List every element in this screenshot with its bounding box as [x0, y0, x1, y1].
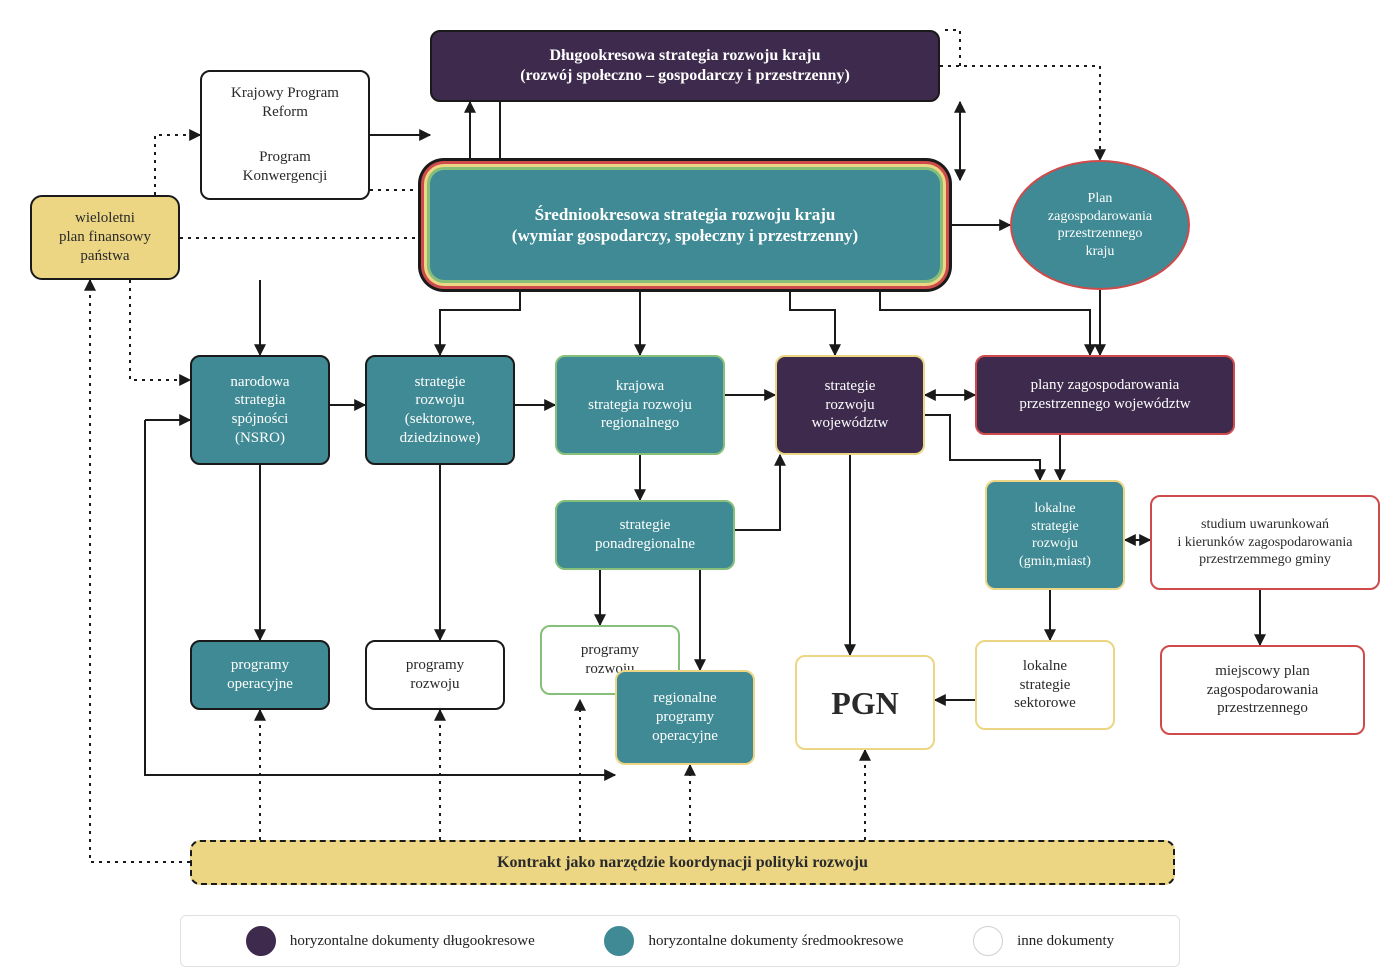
node-label: strategierozwojuwojewództw [812, 377, 889, 433]
edge-27 [735, 455, 780, 530]
node-label: studium uwarunkowańi kierunków zagospoda… [1178, 516, 1353, 569]
node-n9: strategierozwojuwojewództw [775, 355, 925, 455]
node-n13: studium uwarunkowańi kierunków zagospoda… [1150, 495, 1380, 590]
legend-label: horyzontalne dokumenty średmookresowe [648, 933, 903, 950]
edge-14 [790, 280, 835, 355]
legend-item-1: horyzontalne dokumenty średmookresowe [604, 926, 903, 956]
node-n1: Długookresowa strategia rozwoju kraju(ro… [430, 30, 940, 102]
node-label: Planzagospodarowaniaprzestrzennegokraju [1048, 190, 1152, 260]
edge-11 [130, 280, 190, 380]
node-label: plany zagospodarowaniaprzestrzennego woj… [1019, 376, 1190, 414]
node-label: strategieponadregionalne [595, 516, 695, 554]
node-label: strategierozwoju(sektorowe,dziedzinowe) [400, 373, 481, 448]
node-label: programyrozwoju [406, 656, 464, 694]
node-n20: miejscowy planzagospodarowaniaprzestrzen… [1160, 645, 1365, 735]
node-label: miejscowy planzagospodarowaniaprzestrzen… [1207, 662, 1319, 718]
node-n12: lokalnestrategierozwoju(gmin,miast) [985, 480, 1125, 590]
node-label: Kontrakt jako narzędzie koordynacji poli… [497, 853, 868, 873]
node-n11: strategieponadregionalne [555, 500, 735, 570]
diagram-canvas: Długookresowa strategia rozwoju kraju(ro… [0, 0, 1386, 980]
edge-41 [90, 280, 190, 862]
node-label: krajowastrategia rozwojuregionalnego [588, 377, 692, 433]
edge-3 [940, 66, 1100, 160]
legend-label: inne dokumenty [1017, 933, 1114, 950]
node-label: Długookresowa strategia rozwoju kraju(ro… [520, 46, 850, 86]
node-label: lokalnestrategiesektorowe [1014, 657, 1076, 713]
node-label: narodowastrategiaspójności(NSRO) [230, 373, 289, 448]
node-n7: strategierozwoju(sektorowe,dziedzinowe) [365, 355, 515, 465]
edge-15 [880, 280, 1090, 355]
node-n8: krajowastrategia rozwojuregionalnego [555, 355, 725, 455]
edge-9 [155, 135, 200, 195]
node-label: regionalneprogramyoperacyjne [652, 689, 718, 745]
node-n14: programyoperacyjne [190, 640, 330, 710]
node-label: Krajowy ProgramReformProgramKonwergencji [231, 84, 339, 186]
edge-12 [440, 280, 520, 355]
node-n3: wieloletniplan finansowypaństwa [30, 195, 180, 280]
node-n10: plany zagospodarowaniaprzestrzennego woj… [975, 355, 1235, 435]
node-label: programyoperacyjne [227, 656, 293, 694]
node-n18: PGN [795, 655, 935, 750]
legend-item-0: horyzontalne dokumenty długookresowe [246, 926, 535, 956]
node-n19: lokalnestrategiesektorowe [975, 640, 1115, 730]
legend-swatch [604, 926, 634, 956]
legend: horyzontalne dokumenty długookresowe hory… [180, 915, 1180, 967]
node-n4: Średniookresowa strategia rozwoju kraju(… [430, 170, 940, 280]
legend-label: horyzontalne dokumenty długookresowe [290, 933, 535, 950]
node-n15: programyrozwoju [365, 640, 505, 710]
node-n6: narodowastrategiaspójności(NSRO) [190, 355, 330, 465]
node-label: wieloletniplan finansowypaństwa [59, 209, 151, 265]
edge-35 [145, 420, 615, 775]
legend-swatch [246, 926, 276, 956]
node-n5: Planzagospodarowaniaprzestrzennegokraju [1010, 160, 1190, 290]
node-n17: regionalneprogramyoperacyjne [615, 670, 755, 765]
node-label: PGN [831, 683, 899, 723]
node-label: lokalnestrategierozwoju(gmin,miast) [1019, 500, 1091, 570]
legend-item-2: inne dokumenty [973, 926, 1114, 956]
legend-swatch [973, 926, 1003, 956]
edge-2 [940, 30, 960, 66]
node-label: Średniookresowa strategia rozwoju kraju(… [512, 204, 858, 247]
node-n21: Kontrakt jako narzędzie koordynacji poli… [190, 840, 1175, 885]
node-n2: Krajowy ProgramReformProgramKonwergencji [200, 70, 370, 200]
